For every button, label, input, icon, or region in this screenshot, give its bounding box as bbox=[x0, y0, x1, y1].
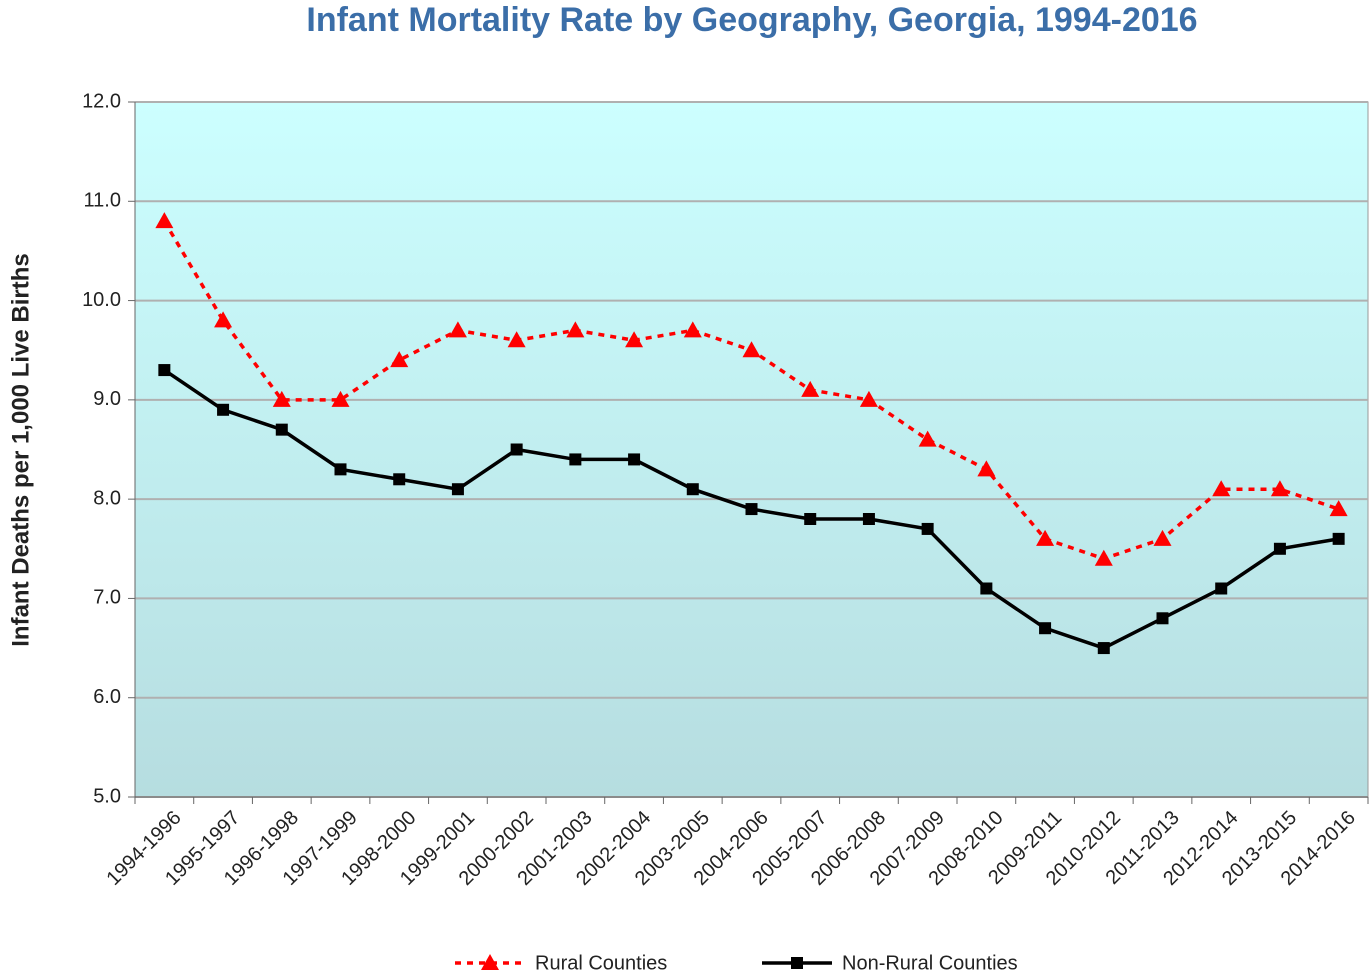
marker bbox=[921, 522, 934, 535]
marker bbox=[510, 443, 523, 456]
marker bbox=[1212, 480, 1231, 497]
legend-label: Non-Rural Counties bbox=[842, 952, 1018, 974]
marker bbox=[742, 341, 761, 358]
marker bbox=[1273, 542, 1286, 555]
marker bbox=[393, 473, 406, 486]
marker bbox=[683, 321, 702, 338]
marker bbox=[451, 483, 464, 496]
marker bbox=[977, 460, 996, 477]
chart-title: Infant Mortality Rate by Geography, Geor… bbox=[306, 1, 1197, 39]
y-tick-label: 7.0 bbox=[93, 587, 121, 609]
marker bbox=[1332, 532, 1345, 545]
y-tick-label: 5.0 bbox=[93, 785, 121, 807]
marker bbox=[331, 390, 350, 407]
marker bbox=[628, 453, 641, 466]
marker bbox=[918, 430, 937, 447]
legend-marker bbox=[481, 954, 499, 970]
marker bbox=[507, 331, 526, 348]
marker bbox=[801, 380, 820, 397]
y-tick-label: 6.0 bbox=[93, 686, 121, 708]
marker bbox=[686, 483, 699, 496]
marker bbox=[390, 351, 409, 368]
y-tick-label: 11.0 bbox=[84, 190, 121, 212]
marker bbox=[566, 321, 585, 338]
y-tick-label: 10.0 bbox=[82, 289, 121, 311]
marker bbox=[334, 463, 347, 476]
marker bbox=[569, 453, 582, 466]
legend-item: Rural Counties bbox=[455, 952, 667, 974]
y-tick-label: 8.0 bbox=[93, 487, 121, 509]
marker bbox=[1215, 582, 1228, 595]
marker bbox=[1097, 642, 1110, 655]
marker bbox=[1156, 612, 1169, 625]
marker bbox=[1153, 529, 1172, 546]
marker bbox=[980, 582, 993, 595]
marker bbox=[1039, 622, 1052, 635]
marker bbox=[1036, 529, 1055, 546]
plot-area bbox=[134, 101, 1369, 798]
marker bbox=[1094, 549, 1113, 566]
marker bbox=[625, 331, 644, 348]
y-tick-label: 9.0 bbox=[93, 388, 121, 410]
marker bbox=[275, 423, 288, 436]
legend-marker bbox=[791, 957, 803, 969]
marker bbox=[158, 364, 171, 377]
y-axis-label: Infant Deaths per 1,000 Live Births bbox=[7, 253, 34, 646]
marker bbox=[214, 311, 233, 328]
marker bbox=[1329, 500, 1348, 517]
marker bbox=[859, 390, 878, 407]
legend-label: Rural Counties bbox=[535, 952, 667, 974]
marker bbox=[217, 403, 230, 416]
marker bbox=[272, 390, 291, 407]
marker bbox=[804, 513, 817, 525]
y-tick-label: 12.0 bbox=[82, 90, 121, 112]
marker bbox=[745, 503, 758, 516]
marker bbox=[862, 513, 875, 525]
legend-item: Non-Rural Counties bbox=[762, 952, 1018, 974]
marker bbox=[1270, 480, 1289, 497]
marker bbox=[448, 321, 467, 338]
marker bbox=[155, 212, 174, 229]
